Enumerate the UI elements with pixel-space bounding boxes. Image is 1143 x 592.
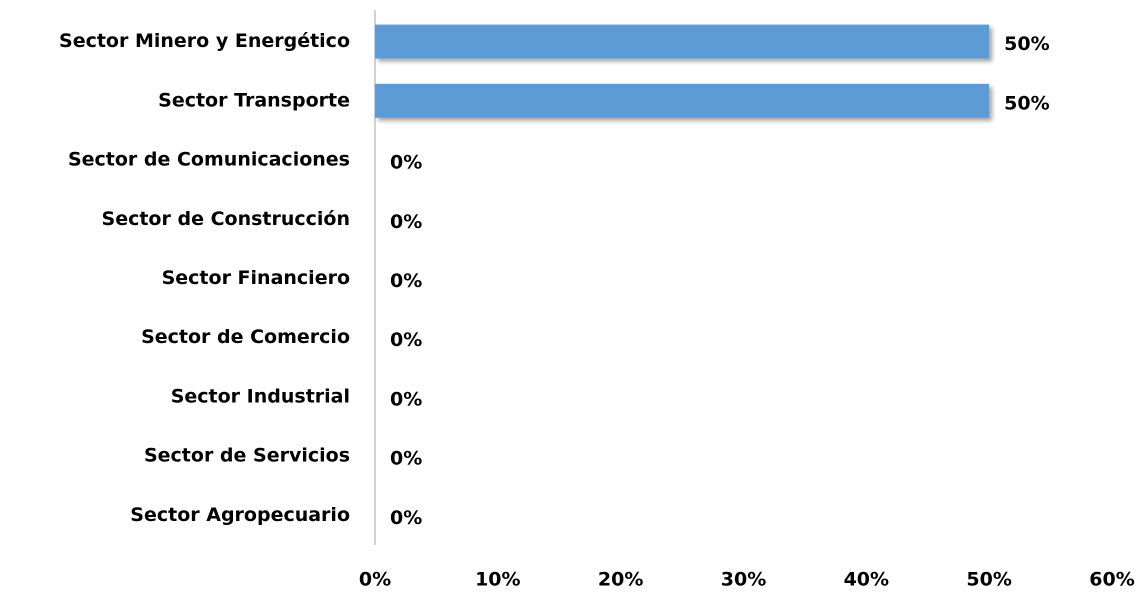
data-label: 0%	[390, 152, 422, 174]
y-tick-label: Sector Agropecuario	[130, 504, 350, 526]
x-tick-label: 60%	[1089, 569, 1134, 591]
x-tick-label: 0%	[359, 569, 391, 591]
y-tick-label: Sector Transporte	[158, 89, 350, 111]
bar	[375, 24, 990, 59]
data-label: 0%	[390, 448, 422, 470]
data-label: 0%	[390, 211, 422, 233]
data-label: 50%	[1004, 33, 1049, 55]
x-tick-label: 40%	[844, 569, 889, 591]
data-label: 50%	[1004, 92, 1049, 114]
y-tick-label: Sector Financiero	[162, 267, 350, 289]
x-tick-label: 30%	[721, 569, 766, 591]
x-tick-label: 50%	[966, 569, 1011, 591]
y-tick-label: Sector Industrial	[171, 385, 350, 407]
data-label: 0%	[390, 270, 422, 292]
data-label: 0%	[390, 507, 422, 529]
x-tick-label: 20%	[598, 569, 643, 591]
y-tick-label: Sector de Servicios	[144, 445, 350, 467]
y-tick-label: Sector de Comercio	[141, 326, 350, 348]
y-tick-label: Sector Minero y Energético	[59, 30, 350, 52]
y-tick-label: Sector de Construcción	[102, 208, 350, 230]
y-tick-label: Sector de Comunicaciones	[68, 149, 350, 171]
bar	[375, 83, 990, 118]
data-label: 0%	[390, 388, 422, 410]
data-label: 0%	[390, 329, 422, 351]
x-tick-label: 10%	[475, 569, 520, 591]
